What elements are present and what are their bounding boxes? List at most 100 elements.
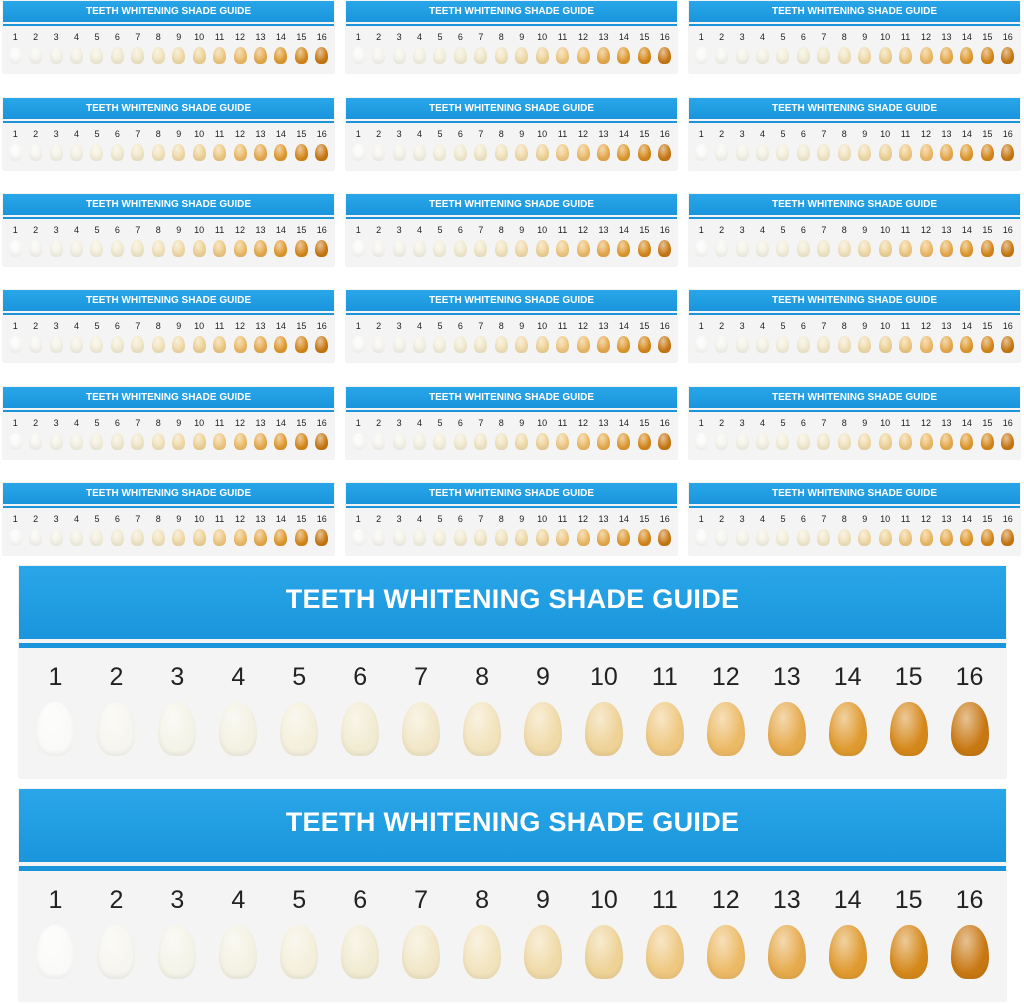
tooth-swatch [315,433,329,450]
shade-12: 12 [230,226,250,257]
shade-3: 3 [389,515,409,546]
tooth-swatch [535,144,549,161]
tooth-swatch [392,240,406,257]
tooth-swatch [8,144,22,161]
shade-number: 12 [578,225,589,235]
shade-number: 10 [880,129,891,139]
shade-number: 3 [739,321,745,331]
shade-6: 6 [330,665,391,756]
shade-number: 10 [537,321,548,331]
tooth-swatch [596,336,610,353]
shade-guide-title: TEETH WHITENING SHADE GUIDE [346,194,677,215]
shade-14: 14 [957,226,977,257]
tooth-swatch [453,144,467,161]
shade-1: 1 [348,226,368,257]
shade-number: 5 [780,129,786,139]
shade-number: 7 [135,321,141,331]
shade-number: 14 [961,225,972,235]
shade-10: 10 [532,130,552,161]
tooth-swatch [515,144,529,161]
shade-number: 3 [170,663,185,691]
shade-number: 3 [53,129,59,139]
shade-number: 8 [841,418,847,428]
shade-number: 3 [170,886,185,914]
tooth-swatch [392,47,406,64]
shade-number: 2 [33,321,39,331]
shade-number: 14 [961,32,972,42]
tooth-swatch [8,336,22,353]
tooth-swatch [637,47,651,64]
title-underline [346,506,677,508]
shade-3: 3 [732,515,752,546]
shade-11: 11 [895,322,915,353]
shade-9: 9 [855,322,875,353]
tooth-swatch [756,144,770,161]
shade-number: 16 [1002,129,1013,139]
tooth-swatch [735,240,749,257]
shade-number: 11 [900,321,911,331]
tooth-swatch [515,47,529,64]
tooth-swatch [131,47,145,64]
shade-guide-card: TEETH WHITENING SHADE GUIDE 1 2 3 4 5 6 7 8 9 10 11… [3,98,334,170]
shade-number: 1 [355,514,361,524]
shade-5: 5 [87,322,107,353]
shade-number: 9 [176,418,182,428]
shade-number: 5 [780,32,786,42]
shade-11: 11 [552,130,572,161]
shade-14: 14 [614,130,634,161]
tooth-swatch [172,336,186,353]
tooth-swatch [828,702,867,756]
shade-5: 5 [773,226,793,257]
shade-number: 6 [114,514,120,524]
shade-number: 10 [537,225,548,235]
shade-4: 4 [409,322,429,353]
shade-8: 8 [491,515,511,546]
tooth-swatch [253,47,267,64]
shade-number: 1 [355,32,361,42]
shade-number: 1 [12,321,18,331]
tooth-swatch [294,144,308,161]
tooth-swatch [172,529,186,546]
tooth-swatch [192,240,206,257]
shade-number: 5 [780,225,786,235]
shade-number: 1 [355,418,361,428]
shade-2: 2 [368,130,388,161]
title-underline [19,643,1006,648]
shade-number: 8 [841,32,847,42]
shade-number: 1 [12,225,18,235]
shade-4: 4 [409,419,429,450]
shade-14: 14 [957,419,977,450]
tooth-swatch [413,240,427,257]
shade-guide-card: TEETH WHITENING SHADE GUIDE 1 2 3 4 5 6 7 8 9 10 11… [3,483,334,555]
shade-guide-title: TEETH WHITENING SHADE GUIDE [3,194,334,215]
shade-16: 16 [312,33,332,64]
shade-5: 5 [773,130,793,161]
shade-number: 1 [12,32,18,42]
title-underline [689,24,1020,26]
shade-15: 15 [291,322,311,353]
shade-6: 6 [793,419,813,450]
shade-number: 10 [590,663,618,691]
tooth-swatch [49,144,63,161]
shade-number: 4 [760,418,766,428]
shade-12: 12 [916,322,936,353]
shade-13: 13 [756,888,817,979]
tooth-swatch [474,240,488,257]
shade-4: 4 [208,888,269,979]
tooth-swatch [192,47,206,64]
tooth-swatch [980,336,994,353]
shade-9: 9 [169,226,189,257]
tooth-swatch [706,925,745,979]
shade-number: 13 [255,32,266,42]
shade-14: 14 [957,322,977,353]
tooth-swatch [837,144,851,161]
shade-number: 5 [94,321,100,331]
shade-number: 13 [255,129,266,139]
shade-9: 9 [169,33,189,64]
shade-number: 8 [498,225,504,235]
shade-number: 5 [292,663,307,691]
tooth-swatch [899,433,913,450]
shade-3: 3 [46,515,66,546]
tooth-swatch [294,47,308,64]
shade-number: 9 [519,129,525,139]
